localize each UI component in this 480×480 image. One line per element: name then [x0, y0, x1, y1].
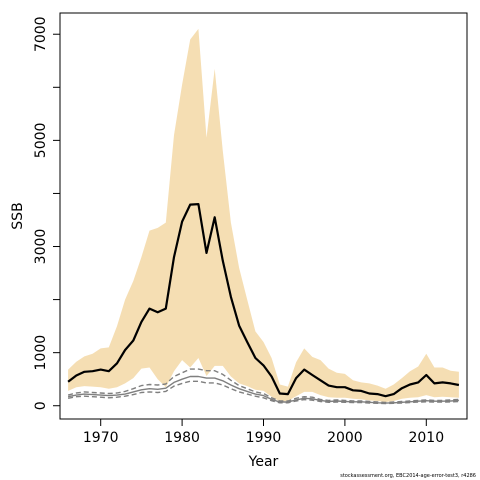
ssb-confidence-band — [68, 28, 459, 403]
y-axis: 0 1000 3000 5000 7000 — [33, 16, 60, 410]
x-tick-label-1970: 1970 — [83, 430, 119, 446]
x-tick-label-2010: 2010 — [408, 430, 444, 446]
x-tick-label-1980: 1980 — [164, 430, 200, 446]
ssb-estimate-line — [67, 203, 460, 398]
y-tick-label-3000: 3000 — [33, 229, 49, 265]
y-axis-title: SSB — [10, 202, 26, 229]
x-axis-title: Year — [248, 454, 279, 470]
x-axis: 1970 1980 1990 2000 2010 — [83, 419, 444, 446]
plot-area — [67, 28, 460, 405]
y-tick-label-1000: 1000 — [33, 335, 49, 371]
y-tick-label-7000: 7000 — [33, 16, 49, 52]
x-tick-label-1990: 1990 — [246, 430, 282, 446]
ci-upper-secondary-line — [67, 368, 459, 404]
secondary-estimate-line — [67, 375, 459, 404]
y-tick-label-0: 0 — [33, 401, 49, 410]
x-tick-label-2000: 2000 — [327, 430, 363, 446]
y-tick-label-5000: 5000 — [33, 123, 49, 159]
credit-note: stockassessment.org, EBC2014-age-error-t… — [340, 473, 476, 479]
